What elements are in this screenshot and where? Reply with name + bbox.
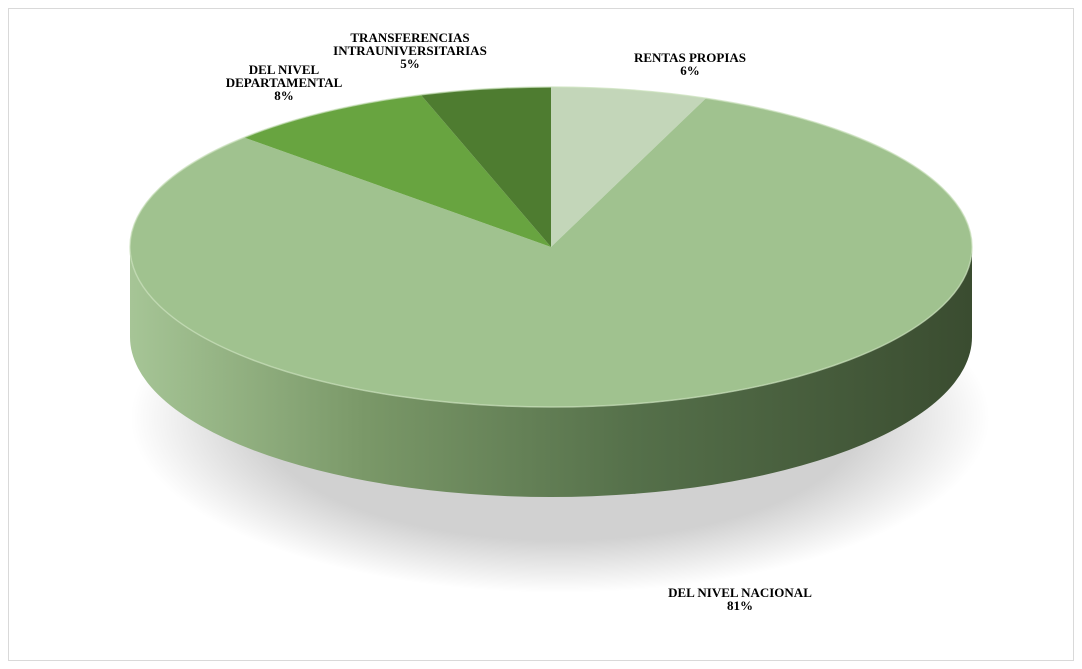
label-transferencias: TRANSFERENCIAS INTRAUNIVERSITARIAS 5% <box>333 30 487 71</box>
slice-nivel-nacional <box>129 98 972 408</box>
pie-rim <box>129 86 973 408</box>
label-rentas-propias: RENTAS PROPIAS 6% <box>634 50 746 78</box>
slice-transferencias <box>420 87 551 247</box>
slice-nivel-departamental <box>244 94 551 247</box>
pie-side <box>130 247 972 497</box>
label-nivel-departamental: DEL NIVEL DEPARTAMENTAL 8% <box>226 62 343 103</box>
label-nivel-nacional: DEL NIVEL NACIONAL 81% <box>668 585 812 613</box>
slice-rentas-propias <box>551 87 706 247</box>
